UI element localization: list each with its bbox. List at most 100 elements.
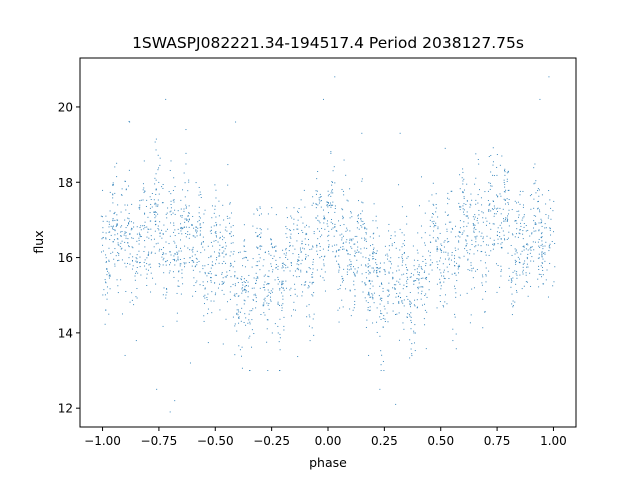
data-point <box>326 204 328 206</box>
data-point <box>380 350 382 352</box>
data-point <box>311 283 313 285</box>
data-point <box>235 121 237 123</box>
data-point <box>188 205 190 207</box>
data-point <box>136 258 138 260</box>
data-point <box>371 293 373 295</box>
data-point <box>188 261 190 263</box>
data-point <box>406 280 408 282</box>
data-point <box>522 233 524 235</box>
data-point <box>317 219 319 221</box>
data-point <box>421 286 423 288</box>
data-point <box>368 259 370 261</box>
data-point <box>439 281 441 283</box>
data-point <box>465 239 467 241</box>
data-point <box>305 243 307 245</box>
data-point <box>108 275 110 277</box>
data-point <box>472 223 474 225</box>
data-point <box>392 310 394 312</box>
data-point <box>409 300 411 302</box>
data-point <box>552 285 554 287</box>
data-point <box>524 260 526 262</box>
data-point <box>508 225 510 227</box>
data-point <box>143 250 145 252</box>
data-point <box>435 239 437 241</box>
data-point <box>365 240 367 242</box>
data-point <box>455 333 457 335</box>
data-point <box>308 325 310 327</box>
data-point <box>504 186 506 188</box>
data-point <box>431 194 433 196</box>
data-point <box>146 257 148 259</box>
data-point <box>439 269 441 271</box>
data-point <box>252 258 254 260</box>
data-point <box>298 208 300 210</box>
data-point <box>381 313 383 315</box>
data-point <box>475 177 477 179</box>
data-point <box>416 249 418 251</box>
data-point <box>430 241 432 243</box>
data-point <box>342 279 344 281</box>
data-point <box>270 300 272 302</box>
data-point <box>554 242 556 244</box>
data-point <box>349 188 351 190</box>
data-point <box>444 240 446 242</box>
data-point <box>372 258 374 260</box>
data-point <box>148 228 150 230</box>
data-point <box>347 265 349 267</box>
data-point <box>378 295 380 297</box>
data-point <box>413 259 415 261</box>
data-point <box>466 292 468 294</box>
data-point <box>387 302 389 304</box>
data-point <box>120 235 122 237</box>
data-point <box>353 307 355 309</box>
data-point <box>379 270 381 272</box>
data-point <box>328 193 330 195</box>
data-point <box>443 306 445 308</box>
data-point <box>515 273 517 275</box>
data-point <box>138 232 140 234</box>
data-point <box>368 354 370 356</box>
data-point <box>538 195 540 197</box>
data-point <box>416 307 418 309</box>
data-point <box>257 236 259 238</box>
data-point <box>145 205 147 207</box>
data-point <box>318 199 320 201</box>
data-point <box>471 243 473 245</box>
data-point <box>193 261 195 263</box>
data-point <box>298 264 300 266</box>
data-point <box>549 229 551 231</box>
data-point <box>424 303 426 305</box>
data-point <box>240 320 242 322</box>
data-point <box>435 240 437 242</box>
data-point <box>525 225 527 227</box>
data-point <box>121 313 123 315</box>
data-point <box>548 245 550 247</box>
data-point <box>114 263 116 265</box>
data-point <box>226 274 228 276</box>
data-point <box>165 261 167 263</box>
data-point <box>371 280 373 282</box>
data-point <box>297 260 299 262</box>
data-point <box>144 226 146 228</box>
data-point <box>341 278 343 280</box>
data-point <box>215 292 217 294</box>
data-point <box>243 321 245 323</box>
data-point <box>461 233 463 235</box>
data-point <box>441 249 443 251</box>
data-point <box>379 285 381 287</box>
data-point <box>503 220 505 222</box>
data-point <box>504 191 506 193</box>
data-point <box>312 264 314 266</box>
data-point <box>383 262 385 264</box>
data-point <box>127 217 129 219</box>
data-point <box>203 315 205 317</box>
data-point <box>459 257 461 259</box>
data-point <box>534 163 536 165</box>
data-point <box>530 249 532 251</box>
data-point <box>534 182 536 184</box>
data-point <box>234 293 236 295</box>
data-point <box>204 294 206 296</box>
data-point <box>388 223 390 225</box>
data-point <box>179 263 181 265</box>
data-point <box>343 242 345 244</box>
